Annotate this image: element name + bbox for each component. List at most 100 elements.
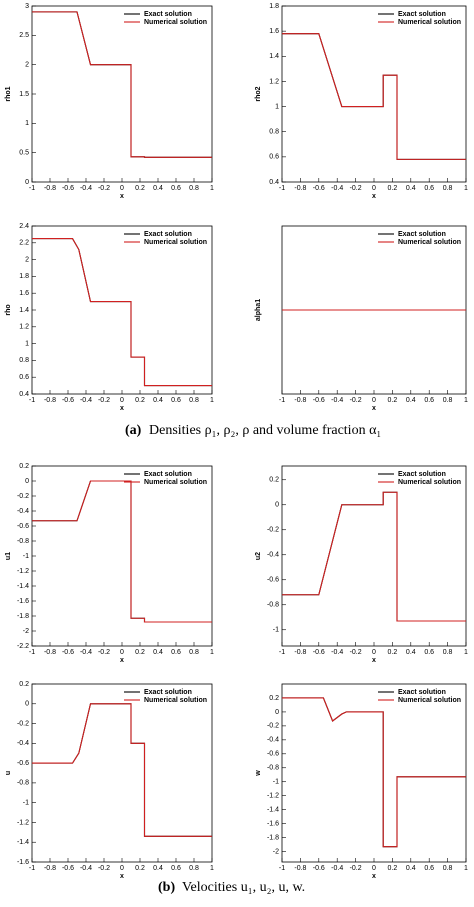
data-line — [32, 11, 212, 158]
plot-frame — [31, 465, 213, 647]
x-tick-label: -0.2 — [98, 865, 110, 872]
legend-label: Exact solution — [398, 11, 446, 18]
x-tick-label: 1 — [210, 185, 214, 192]
legend-label: Numerical solution — [144, 19, 207, 26]
y-tick-label: -2 — [23, 628, 29, 635]
y-tick-label: -0.8 — [267, 765, 279, 772]
data-line — [32, 238, 212, 387]
y-tick-label: 0.6 — [269, 154, 279, 161]
y-tick-label: -1.4 — [17, 583, 29, 590]
y-axis-label: rho — [5, 304, 12, 315]
legend-label: Exact solution — [144, 231, 192, 238]
x-tick-label: 0.4 — [153, 185, 163, 192]
legend-label: Exact solution — [144, 471, 192, 478]
x-tick-label: 0.2 — [135, 185, 145, 192]
y-tick-label: 0.4 — [19, 391, 29, 398]
y-tick-label: -1.6 — [267, 820, 279, 827]
data-line — [282, 697, 466, 848]
y-axis-label: rho1 — [5, 86, 12, 101]
x-tick-label: 0.2 — [388, 185, 398, 192]
y-axis-label: u1 — [5, 552, 12, 560]
x-tick-label: -1 — [279, 185, 285, 192]
x-tick-label: 1 — [210, 397, 214, 404]
y-tick-label: 0.8 — [269, 129, 279, 136]
y-tick-label: -1.8 — [17, 613, 29, 620]
y-tick-label: 2.4 — [19, 223, 29, 230]
x-tick-label: 0.4 — [406, 185, 416, 192]
y-tick-label: 0.8 — [19, 357, 29, 364]
x-tick-label: -1 — [29, 649, 35, 656]
x-tick-label: 1 — [464, 397, 468, 404]
y-tick-label: -2 — [273, 848, 279, 855]
y-tick-label: 1.2 — [269, 78, 279, 85]
y-tick-label: -1 — [273, 627, 279, 634]
x-tick-label: 0 — [372, 649, 376, 656]
y-tick-label: 0 — [275, 709, 279, 716]
y-tick-label: 1.4 — [269, 53, 279, 60]
x-tick-label: 0 — [120, 865, 124, 872]
legend-label: Numerical solution — [398, 697, 461, 704]
x-tick-label: -0.4 — [331, 649, 343, 656]
data-line — [282, 697, 466, 848]
x-tick-label: 0.4 — [406, 649, 416, 656]
y-tick-label: -0.4 — [267, 737, 279, 744]
y-tick-label: -2.2 — [17, 643, 29, 650]
x-tick-label: 0.8 — [189, 865, 199, 872]
x-tick-label: 0 — [120, 649, 124, 656]
x-tick-label: -0.6 — [62, 185, 74, 192]
x-axis-label: x — [120, 405, 124, 412]
x-tick-label: 0.4 — [153, 865, 163, 872]
data-line — [32, 703, 212, 837]
y-tick-label: -0.2 — [267, 723, 279, 730]
caption-text: Velocities u₁, u₂, u, w. — [182, 880, 305, 895]
y-tick-label: 0.4 — [269, 179, 279, 186]
y-tick-label: 2 — [25, 62, 29, 69]
x-tick-label: -0.8 — [294, 649, 306, 656]
x-tick-label: -0.8 — [294, 185, 306, 192]
y-tick-label: 0 — [25, 179, 29, 186]
x-tick-label: 0.6 — [171, 649, 181, 656]
y-tick-label: -0.6 — [267, 751, 279, 758]
y-tick-label: -1 — [23, 800, 29, 807]
x-tick-label: 0.2 — [388, 865, 398, 872]
x-tick-label: 0 — [372, 865, 376, 872]
y-tick-label: -1 — [273, 779, 279, 786]
legend-label: Numerical solution — [144, 239, 207, 246]
x-tick-label: -0.4 — [80, 865, 92, 872]
x-tick-label: 0.4 — [406, 865, 416, 872]
y-tick-label: 0.2 — [269, 477, 279, 484]
y-tick-label: 2.5 — [19, 32, 29, 39]
y-tick-label: -0.6 — [17, 523, 29, 530]
legend-label: Numerical solution — [398, 479, 461, 486]
x-tick-label: -0.6 — [313, 865, 325, 872]
data-line — [282, 33, 466, 160]
y-tick-label: -1.4 — [267, 806, 279, 813]
legend-label: Numerical solution — [398, 19, 461, 26]
y-tick-label: -0.2 — [17, 720, 29, 727]
y-tick-label: -1.2 — [17, 568, 29, 575]
y-tick-label: 1.6 — [19, 290, 29, 297]
y-tick-label: -1.4 — [17, 839, 29, 846]
x-tick-label: -0.8 — [44, 865, 56, 872]
y-tick-label: 0.5 — [19, 150, 29, 157]
x-tick-label: -0.4 — [80, 185, 92, 192]
data-line — [282, 491, 466, 622]
x-tick-label: 0.6 — [171, 397, 181, 404]
legend-label: Numerical solution — [144, 697, 207, 704]
legend-label: Exact solution — [398, 471, 446, 478]
x-tick-label: -0.4 — [331, 865, 343, 872]
x-tick-label: 0.6 — [424, 185, 434, 192]
y-tick-label: -1.8 — [267, 834, 279, 841]
x-tick-label: 1 — [210, 865, 214, 872]
legend-label: Exact solution — [144, 11, 192, 18]
legend-label: Exact solution — [398, 231, 446, 238]
x-tick-label: 0 — [120, 185, 124, 192]
y-tick-label: 1 — [275, 103, 279, 110]
y-tick-label: -0.4 — [17, 508, 29, 515]
y-tick-label: -1.2 — [17, 819, 29, 826]
plot-frame — [31, 683, 213, 863]
x-tick-label: 0.6 — [424, 865, 434, 872]
y-tick-label: 0 — [275, 502, 279, 509]
x-tick-label: -0.2 — [98, 397, 110, 404]
x-tick-label: 0 — [372, 397, 376, 404]
